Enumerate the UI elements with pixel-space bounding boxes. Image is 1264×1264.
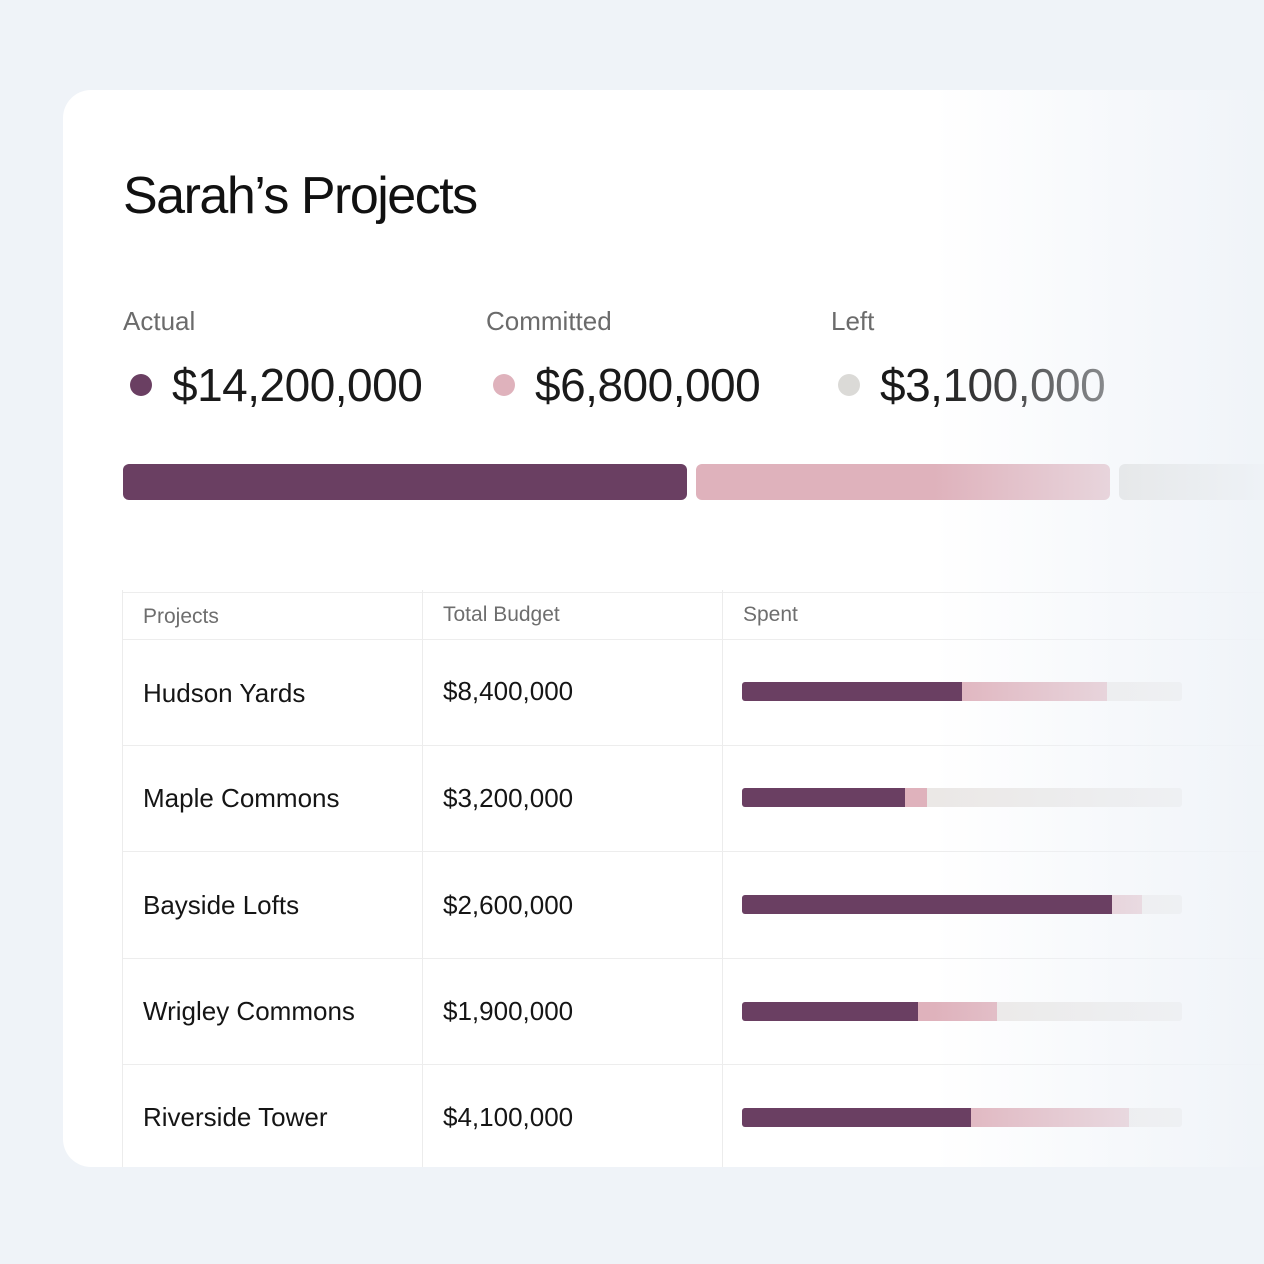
project-name[interactable]: Maple Commons (143, 783, 340, 813)
spent-bar-committed (918, 1002, 998, 1021)
project-budget: $4,100,000 (443, 1102, 574, 1132)
header-divider (123, 639, 1264, 640)
header-total-budget: Total Budget (443, 603, 560, 626)
project-budget: $3,200,000 (443, 783, 574, 813)
actual-dot-icon (130, 374, 152, 396)
header-top-border (123, 592, 1264, 593)
stat-left-value: $3,100,000 (880, 359, 1106, 411)
project-name[interactable]: Wrigley Commons (143, 996, 355, 1026)
stat-actual-label: Actual (123, 306, 196, 336)
stat-left-label: Left (831, 306, 875, 336)
summary-bar-committed (696, 464, 1110, 500)
spent-bar-actual (742, 682, 962, 701)
spent-bar-actual (742, 1108, 971, 1127)
spent-bar-committed (970, 1108, 1130, 1127)
spent-bar-actual (742, 788, 905, 807)
projects-card: Sarah’s Projects Actual $14,200,000 Comm… (63, 90, 1264, 1167)
stat-committed: Committed $6,800,000 (486, 306, 761, 411)
spent-bar-committed (1111, 895, 1143, 914)
spent-bar-actual (742, 895, 1112, 914)
spent-bar-actual (742, 1002, 918, 1021)
project-budget: $1,900,000 (443, 996, 574, 1026)
project-name[interactable]: Bayside Lofts (143, 890, 300, 920)
project-budget: $2,600,000 (443, 890, 574, 920)
project-budget: $8,400,000 (443, 676, 574, 706)
stat-committed-label: Committed (486, 306, 612, 336)
spent-bar (742, 895, 1182, 914)
stat-left: Left $3,100,000 (831, 306, 1106, 411)
row-divider (123, 851, 1264, 852)
row-divider (123, 1064, 1264, 1065)
header-projects: Projects (143, 605, 219, 628)
committed-dot-icon (493, 374, 515, 396)
spent-bar (742, 1108, 1182, 1127)
spent-bar (742, 1002, 1182, 1021)
project-name[interactable]: Hudson Yards (143, 678, 306, 708)
spent-bar-committed (962, 682, 1108, 701)
col-projects (123, 590, 423, 1167)
projects-table: Projects Total Budget Spent Hudson Yards… (122, 590, 1264, 1167)
summary-bar-actual (123, 464, 687, 500)
project-name[interactable]: Riverside Tower (143, 1102, 328, 1132)
row-divider (123, 745, 1264, 746)
stat-actual-value: $14,200,000 (172, 359, 423, 411)
header-spent: Spent (743, 603, 798, 626)
col-budget (423, 590, 723, 1167)
left-dot-icon (838, 374, 860, 396)
spent-bar (742, 788, 1182, 807)
summary-bar-left (1119, 464, 1264, 500)
stat-committed-value: $6,800,000 (535, 359, 761, 411)
page-title: Sarah’s Projects (123, 167, 478, 225)
spent-bar-committed (904, 788, 927, 807)
spent-bar (742, 682, 1182, 701)
row-divider (123, 958, 1264, 959)
stat-actual: Actual $14,200,000 (123, 306, 423, 411)
